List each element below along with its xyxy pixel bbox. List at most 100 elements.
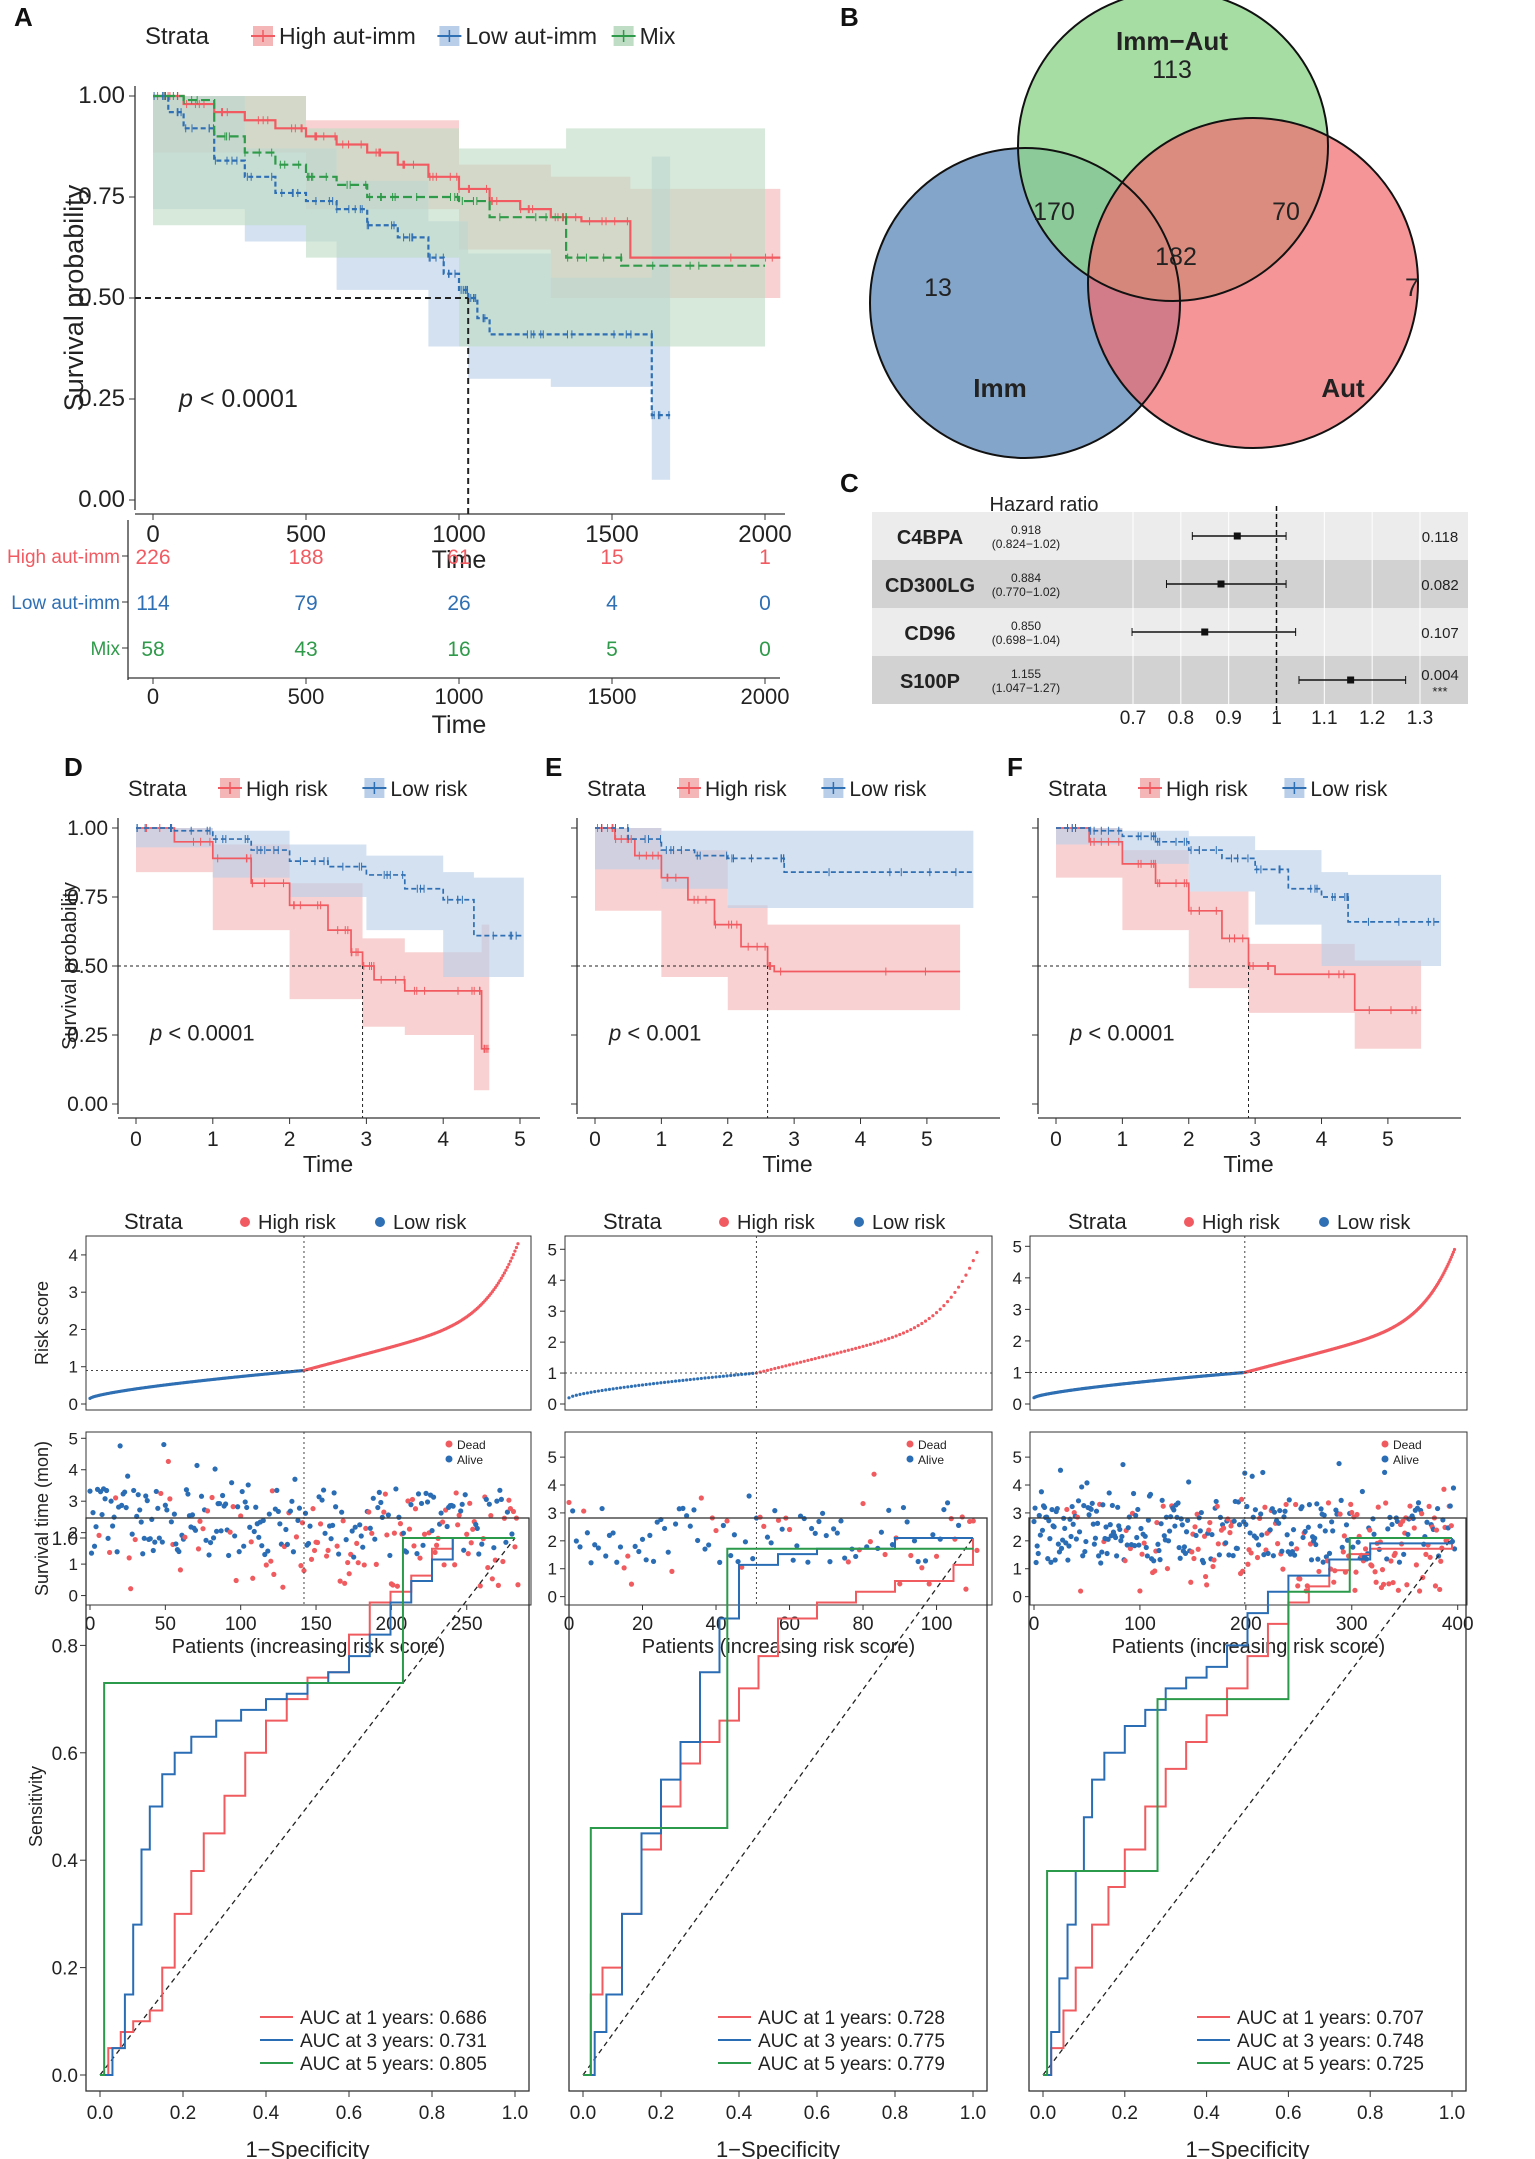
dead-point: [1437, 1586, 1443, 1593]
alive-point: [438, 1510, 444, 1516]
alive-point: [1048, 1559, 1054, 1565]
risk-point: [865, 1343, 869, 1347]
dead-point: [897, 1581, 903, 1587]
survival-curve-low: [1056, 827, 1441, 923]
alive-point: [111, 1514, 117, 1520]
alive-point: [110, 1523, 116, 1529]
x-axis-title: 1−Specificity: [245, 2137, 369, 2159]
x-tick-label: 3: [788, 1128, 800, 1151]
risk-point: [898, 1332, 902, 1337]
roc-plot-e-roc: 0.0 0.2 0.4 0.6 0.8 1.0 1−Specificity AUC at 1 …: [568, 1517, 988, 2159]
risk-point: [927, 1316, 931, 1321]
alive-point: [185, 1491, 191, 1497]
alive-point: [1382, 1469, 1388, 1475]
alive-point: [430, 1494, 437, 1500]
alive-point: [695, 1537, 701, 1544]
risk-table-cell: 43: [294, 638, 317, 661]
alive-point: [691, 1507, 697, 1513]
risk-point: [499, 1276, 503, 1280]
dead-point: [1432, 1583, 1439, 1589]
dead-point: [963, 1586, 969, 1592]
x-tick-label: 1: [656, 1128, 668, 1151]
alive-point: [140, 1551, 146, 1557]
alive-point: [444, 1523, 450, 1530]
alive-point: [108, 1498, 114, 1504]
alive-point: [720, 1522, 726, 1529]
alive-point: [1124, 1542, 1130, 1548]
x-tick-label: 100: [1124, 1614, 1156, 1635]
alive-point: [1052, 1557, 1058, 1563]
risk-score-plot-d-risk: 0 1 2 3 4 Risk score Strata High risk Low risk: [32, 1209, 532, 1414]
panel-label-a: A: [14, 2, 33, 32]
dead-point: [409, 1496, 416, 1503]
x-tick-label: 100: [225, 1614, 257, 1635]
legend-title: Strata: [145, 23, 210, 50]
risk-point: [854, 1346, 858, 1350]
x-tick-label: 1.0: [1439, 2103, 1465, 2124]
alive-point: [137, 1507, 143, 1513]
dead-point: [1152, 1568, 1158, 1574]
dead-point: [1240, 1568, 1246, 1574]
risk-point: [883, 1338, 887, 1342]
forest-point: [1217, 580, 1225, 588]
alive-point: [772, 1508, 778, 1514]
alive-point: [262, 1551, 268, 1558]
alive-point: [162, 1502, 168, 1508]
alive-point: [1068, 1533, 1074, 1540]
dead-point: [233, 1577, 239, 1584]
dead-point: [1331, 1579, 1337, 1585]
risk-point: [762, 1369, 766, 1373]
alive-point: [1089, 1500, 1095, 1506]
x-tick-label: 1.0: [960, 2103, 986, 2124]
dead-point: [1337, 1511, 1343, 1517]
alive-point: [1308, 1557, 1315, 1563]
dead-point: [1122, 1558, 1128, 1564]
legend-title: Strata: [587, 776, 646, 801]
alive-point: [717, 1559, 723, 1565]
alive-point: [1112, 1534, 1119, 1541]
risk-point: [498, 1279, 502, 1283]
alive-point: [1385, 1526, 1391, 1532]
risk-point: [1450, 1253, 1455, 1257]
legend-title: Strata: [128, 776, 187, 801]
alive-point: [245, 1482, 251, 1488]
dead-point: [280, 1584, 286, 1590]
y-tick-label: 4: [1013, 1476, 1022, 1495]
legend-label: Low risk: [1337, 1212, 1411, 1234]
alive-point: [396, 1514, 402, 1520]
dead-point: [1404, 1582, 1410, 1588]
alive-point: [823, 1532, 829, 1539]
alive-point: [370, 1495, 376, 1501]
dead-point: [871, 1471, 877, 1477]
forest-ci: (0.770−1.02): [992, 585, 1060, 599]
y-tick-label: 2: [548, 1333, 557, 1352]
alive-point: [1315, 1556, 1321, 1562]
risk-point: [791, 1362, 795, 1366]
y-tick-label: 0: [548, 1395, 557, 1414]
legend-dot-high: [240, 1217, 250, 1227]
risk-point: [923, 1319, 928, 1323]
survival-status-plot-f-status: 0 1 2 3 4 5 0 100 200 300 400 Patients (increasing …: [1013, 1431, 1474, 1658]
alive-point: [1286, 1497, 1292, 1503]
dead-point: [468, 1540, 474, 1546]
risk-point: [832, 1352, 836, 1356]
risk-point: [971, 1259, 975, 1263]
alive-point: [1090, 1521, 1096, 1527]
risk-point: [585, 1391, 589, 1395]
alive-point: [91, 1543, 98, 1549]
alive-point: [1045, 1556, 1051, 1562]
alive-point: [336, 1551, 342, 1557]
dead-point: [1369, 1563, 1375, 1569]
dead-point: [1340, 1549, 1346, 1555]
alive-point: [1037, 1532, 1043, 1538]
x-tick-label: 5: [514, 1128, 526, 1151]
dead-point: [345, 1559, 351, 1566]
legend-label: AUC at 5 years: 0.779: [758, 2054, 945, 2075]
alive-point: [164, 1507, 170, 1513]
y-axis-title: Survival time (mon): [32, 1441, 52, 1596]
alive-point: [1034, 1543, 1040, 1549]
panel-label-f: F: [1007, 752, 1023, 782]
risk-point: [644, 1382, 648, 1387]
risk-point: [593, 1390, 597, 1394]
